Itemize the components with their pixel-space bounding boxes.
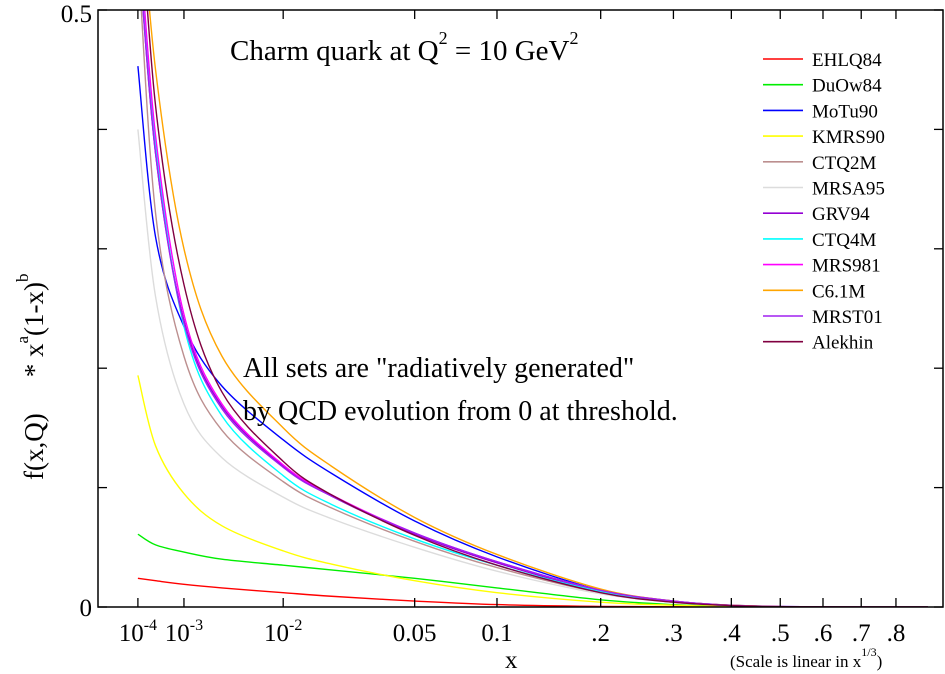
legend-label-kmrs90: KMRS90 [812, 127, 885, 148]
series-line-mrst01 [142, 10, 928, 607]
series-line-ehlq84 [137, 577, 928, 607]
legend-label-mrs981: MRS981 [812, 256, 881, 277]
series-line-ctq4m [143, 10, 928, 607]
series-line-c6-1m [148, 10, 928, 607]
legend: EHLQ84 DuOw84 MoTu90 KMRS90 CTQ2M MRSA95 GRV94… [763, 50, 885, 354]
y-axis: 00.5 [61, 1, 943, 622]
x-tick-label: .5 [771, 620, 790, 647]
legend-label-duow84: DuOw84 [812, 76, 882, 97]
legend-label-ctq4m: CTQ4M [812, 230, 877, 251]
scale-note: (Scale is linear in x1/3) [730, 645, 882, 671]
x-tick-label: .7 [852, 620, 871, 647]
x-tick-label: 10-3 [165, 617, 203, 647]
series-line-duow84 [137, 533, 928, 607]
plot-frame [97, 9, 944, 608]
x-tick-label: .3 [664, 620, 683, 647]
x-tick-label: 0.05 [393, 620, 437, 647]
y-tick-label: 0 [80, 595, 93, 622]
x-axis: 10-4 10-3 10-2 0.05 0.1 .2 .3 .4 .5 .6 .7 .8 [119, 10, 906, 647]
annotation-line-2: by QCD evolution from 0 at threshold. [243, 396, 678, 427]
title-middle: = 10 GeV [448, 35, 570, 67]
series-line-motu90 [137, 66, 928, 607]
y-tick-label: 0.5 [61, 1, 92, 28]
ylabel-sup-b: b [13, 273, 32, 282]
series-line-alekhin [146, 10, 928, 607]
scale-note-close: ) [877, 652, 883, 671]
title-sup-1: 2 [439, 28, 448, 48]
title-prefix: Charm quark at Q [230, 35, 439, 67]
legend-label-motu90: MoTu90 [812, 101, 878, 122]
legend-label-alekhin: Alekhin [812, 333, 874, 354]
x-tick-label: .6 [814, 620, 833, 647]
legend-label-ctq2m: CTQ2M [812, 153, 877, 174]
series-line-mrs981 [143, 10, 928, 607]
scale-note-text: (Scale is linear in x [730, 652, 862, 671]
x-tick-label: .8 [887, 620, 906, 647]
series-layer [137, 10, 928, 607]
ylabel-sup-a: a [13, 336, 32, 344]
ylabel-part-1: f(x,Q) [19, 413, 49, 480]
legend-label-ehlq84: EHLQ84 [812, 50, 882, 71]
legend-label-mrsa95: MRSA95 [812, 179, 885, 200]
x-tick-label: .2 [591, 620, 610, 647]
x-tick-label: .4 [722, 620, 741, 647]
x-tick-label: 10-4 [119, 617, 157, 647]
y-axis-label: f(x,Q) * xa(1-x)b [13, 273, 49, 480]
annotation-line-1: All sets are "radiatively generated" [243, 353, 634, 384]
legend-label-c6-1m: C6.1M [812, 281, 865, 302]
series-line-ctq2m [140, 10, 928, 607]
legend-label-grv94: GRV94 [812, 204, 870, 225]
title-sup-2: 2 [569, 28, 578, 48]
x-tick-label: 0.1 [481, 620, 512, 647]
scale-note-sup: 1/3 [861, 645, 876, 659]
x-tick-label: 10-2 [264, 617, 302, 647]
series-line-grv94 [142, 10, 928, 607]
chart-title: Charm quark at Q2 = 10 GeV2 [230, 28, 578, 67]
ylabel-part-3: (1-x) [19, 282, 49, 336]
legend-label-mrst01: MRST01 [812, 307, 883, 328]
series-line-kmrs90 [137, 375, 928, 607]
ylabel-part-2: * x [19, 343, 49, 377]
x-axis-label: x [505, 647, 518, 674]
